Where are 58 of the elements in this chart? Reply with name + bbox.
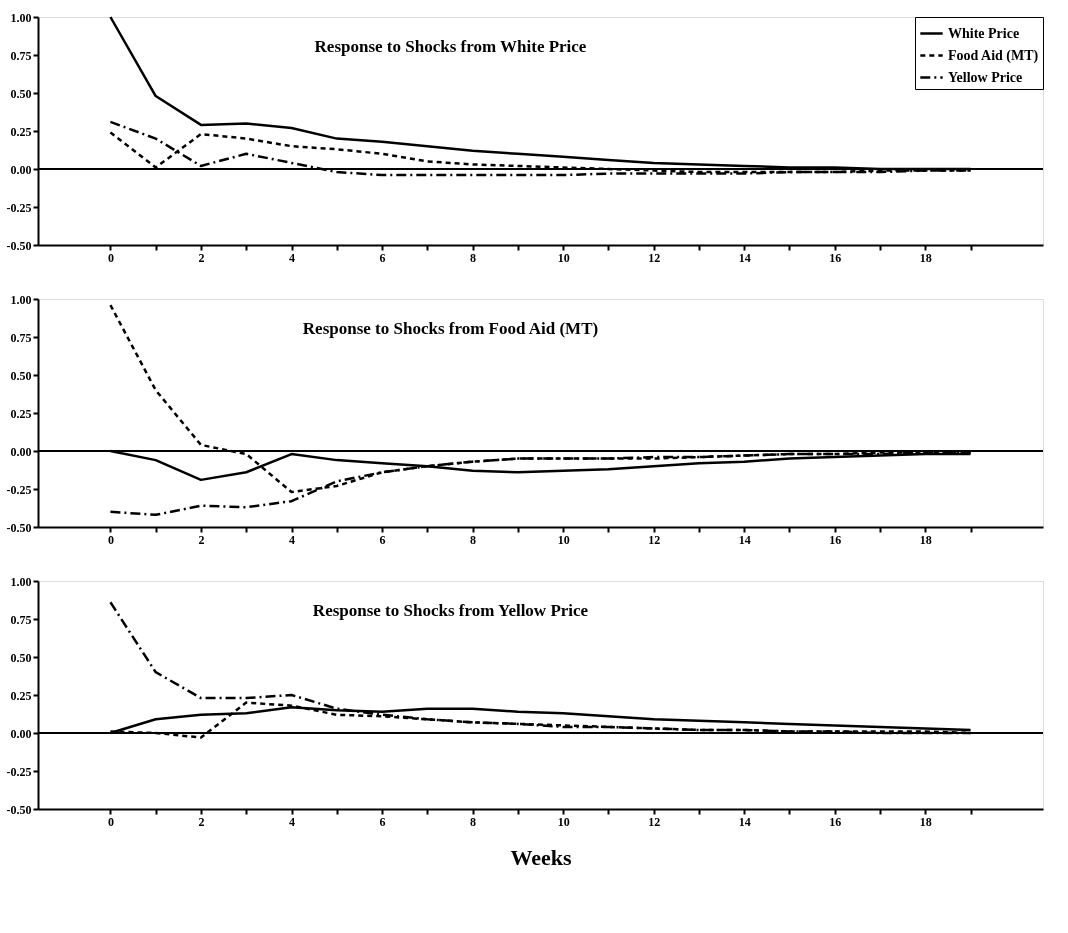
y-tick-label: 0.00 [10, 444, 32, 459]
x-tick-label: 18 [919, 814, 932, 829]
x-tick-label: 4 [289, 532, 296, 547]
x-tick-label: 10 [557, 814, 570, 829]
y-tick-label: 0.75 [10, 612, 32, 627]
y-tick-label: 1.00 [10, 292, 32, 307]
x-tick-label: 18 [919, 250, 932, 265]
x-tick-label: 6 [379, 532, 386, 547]
y-tick-label: -0.50 [6, 238, 32, 253]
x-tick-label: 12 [648, 814, 661, 829]
x-tick-label: 14 [738, 814, 751, 829]
y-tick-label: 0.25 [10, 688, 32, 703]
y-tick-label: 0.75 [10, 48, 32, 63]
x-tick-label: 8 [470, 250, 477, 265]
text: Response to Shocks from Food Aid (MT) [302, 319, 599, 338]
x-tick-label: 4 [289, 250, 296, 265]
x-tick-label: 0 [107, 250, 114, 265]
y-tick-label: 0.50 [10, 650, 32, 665]
text: Response to Shocks from Yellow Price [312, 601, 589, 620]
y-tick-label: -0.50 [6, 802, 32, 817]
x-tick-label: 16 [829, 814, 842, 829]
x-tick-label: 8 [470, 532, 477, 547]
y-tick-label: 0.00 [10, 726, 32, 741]
x-tick-label: 4 [289, 814, 296, 829]
x-tick-label: 8 [470, 814, 477, 829]
x-tick-label: 14 [738, 250, 751, 265]
y-tick-label: 0.50 [10, 368, 32, 383]
x-tick-label: 16 [829, 250, 842, 265]
y-tick-label: 0.75 [10, 330, 32, 345]
x-axis-title: Weeks [510, 844, 572, 870]
x-tick-label: 6 [379, 250, 386, 265]
y-tick-label: -0.25 [6, 200, 32, 215]
x-tick-label: 18 [919, 532, 932, 547]
x-tick-label: 6 [379, 814, 386, 829]
x-tick-label: 10 [557, 250, 570, 265]
x-tick-label: 0 [107, 814, 114, 829]
y-tick-label: 0.25 [10, 124, 32, 139]
legend-label: White Price [948, 25, 1020, 41]
x-tick-label: 0 [107, 532, 114, 547]
x-tick-label: 12 [648, 250, 661, 265]
x-tick-label: 12 [648, 532, 661, 547]
y-tick-label: 0.50 [10, 86, 32, 101]
y-tick-label: -0.25 [6, 764, 32, 779]
y-tick-label: 0.25 [10, 406, 32, 421]
x-tick-label: 16 [829, 532, 842, 547]
legend-label: Yellow Price [948, 69, 1023, 85]
legend-label: Food Aid (MT) [948, 47, 1039, 64]
x-tick-label: 2 [198, 250, 205, 265]
text: Response to Shocks from White Price [314, 37, 587, 56]
x-tick-label: 2 [198, 814, 205, 829]
y-tick-label: -0.50 [6, 520, 32, 535]
y-tick-label: 1.00 [10, 574, 32, 589]
y-tick-label: 1.00 [10, 10, 32, 25]
y-tick-label: -0.25 [6, 482, 32, 497]
x-tick-label: 2 [198, 532, 205, 547]
x-tick-label: 10 [557, 532, 570, 547]
y-tick-label: 0.00 [10, 162, 32, 177]
x-tick-label: 14 [738, 532, 751, 547]
